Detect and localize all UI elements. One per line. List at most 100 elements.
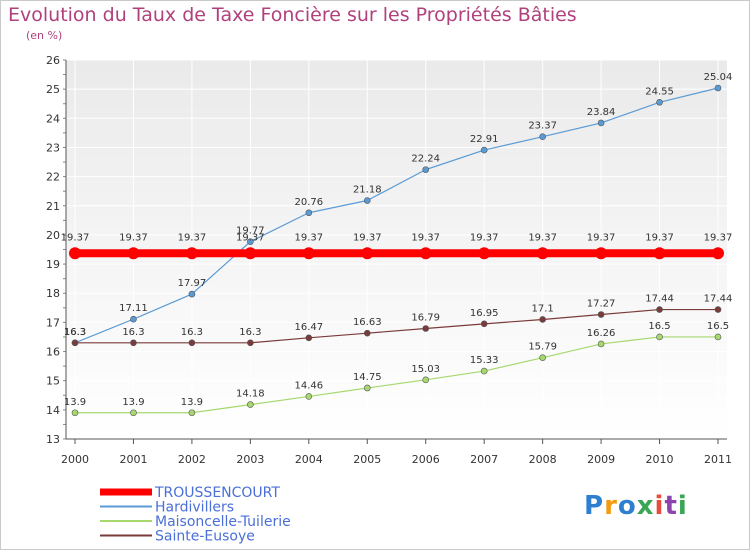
data-label: 16.3 — [122, 327, 144, 338]
logo-letter: i — [654, 491, 665, 521]
x-tick-label: 2010 — [646, 453, 674, 466]
data-point — [595, 247, 608, 260]
data-label: 16.26 — [587, 328, 616, 339]
legend: TROUSSENCOURTHardivillersMaisoncelle-Tui… — [100, 485, 291, 545]
data-point — [305, 393, 313, 400]
data-label: 19.37 — [178, 232, 207, 243]
data-point — [361, 247, 374, 260]
legend-label: Maisoncelle-Tuilerie — [155, 514, 291, 530]
data-point — [69, 247, 81, 260]
y-tick-label: 23 — [46, 141, 60, 154]
data-point — [478, 247, 491, 260]
chart-title: Evolution du Taux de Taxe Foncière sur l… — [8, 4, 577, 26]
data-label: 19.37 — [411, 232, 440, 243]
data-point — [244, 247, 257, 260]
series-line-hardivillers — [74, 87, 719, 344]
data-label: 17.44 — [704, 294, 733, 305]
data-point — [597, 340, 605, 348]
data-label: 19.37 — [587, 232, 616, 243]
x-tick-label: 2011 — [704, 453, 732, 466]
x-tick-label: 2005 — [353, 453, 381, 466]
y-tick-label: 26 — [46, 54, 60, 67]
legend-label: TROUSSENCOURT — [154, 485, 280, 501]
data-label: 16.3 — [239, 327, 261, 338]
data-label: 19.77 — [236, 226, 265, 237]
data-point — [714, 306, 722, 313]
y-tick-label: 24 — [46, 112, 60, 125]
data-label: 16.47 — [294, 322, 323, 333]
legend-label: Hardivillers — [155, 500, 234, 516]
data-point — [714, 84, 722, 92]
y-tick-label: 14 — [46, 404, 60, 417]
data-point — [422, 325, 430, 332]
data-point — [305, 334, 313, 342]
data-point — [71, 339, 79, 347]
chart-unit-label: (en %) — [26, 29, 63, 42]
data-point — [247, 401, 254, 408]
data-point — [363, 197, 371, 204]
data-point — [247, 238, 254, 245]
x-tick-label: 2004 — [295, 453, 323, 466]
data-point — [188, 409, 196, 417]
x-tick-label: 2009 — [587, 453, 615, 466]
data-label: 21.18 — [353, 185, 382, 196]
data-point — [419, 247, 432, 260]
data-point — [656, 98, 663, 106]
data-point — [130, 409, 137, 417]
data-label: 14.75 — [353, 372, 382, 383]
data-label: 19.37 — [528, 232, 557, 243]
data-point — [185, 247, 198, 260]
series-line-maisoncelle-tuilerie — [75, 336, 718, 414]
data-point — [539, 133, 546, 140]
legend-label: Sainte-Eusoye — [155, 529, 255, 545]
y-tick-label: 18 — [46, 287, 60, 300]
data-label: 15.79 — [528, 342, 557, 353]
data-label: 15.33 — [470, 355, 499, 366]
data-label: 16.3 — [64, 327, 86, 338]
data-label: 23.37 — [528, 121, 557, 132]
x-tick-label: 2002 — [178, 453, 206, 466]
data-point — [536, 247, 549, 260]
data-label: 17.97 — [178, 278, 207, 289]
data-point — [714, 333, 722, 341]
logo-letter: i — [677, 491, 688, 521]
data-label: 22.91 — [470, 134, 499, 145]
data-label: 16.79 — [411, 313, 440, 324]
data-point — [597, 311, 605, 318]
data-label: 13.9 — [64, 397, 86, 408]
data-point — [305, 209, 313, 217]
data-point — [422, 166, 430, 173]
data-label: 17.44 — [645, 294, 674, 305]
data-label: 19.37 — [645, 232, 674, 243]
data-point — [71, 409, 79, 417]
data-point — [363, 329, 371, 337]
data-label: 19.37 — [119, 232, 148, 243]
data-point — [188, 290, 196, 298]
data-point — [130, 339, 137, 347]
data-point — [130, 315, 137, 323]
series-group: 19.37 19.37 19.37 19.37 19.37 19.37 19.37 19.37… — [61, 72, 733, 417]
data-point — [363, 384, 371, 392]
data-label: 16.5 — [707, 321, 729, 332]
data-label: 23.84 — [587, 107, 616, 118]
x-tick-label: 2006 — [412, 453, 440, 466]
data-point — [712, 247, 724, 260]
x-tick-label: 2000 — [61, 453, 89, 466]
logo-letter: o — [617, 491, 637, 521]
data-point — [539, 316, 546, 323]
data-label: 19.37 — [470, 232, 499, 243]
data-label: 19.37 — [353, 232, 382, 243]
data-label: 19.37 — [294, 232, 323, 243]
data-point — [302, 247, 315, 260]
proxiti-logo: Proxiti — [584, 491, 688, 521]
x-tick-label: 2007 — [470, 453, 498, 466]
y-tick-label: 21 — [46, 200, 60, 213]
x-tick-label: 2003 — [236, 453, 264, 466]
y-tick-label: 19 — [46, 258, 60, 271]
y-tick-label: 16 — [46, 346, 60, 359]
data-label: 15.03 — [411, 364, 440, 375]
data-label: 13.9 — [122, 397, 144, 408]
logo-letter: P — [584, 491, 605, 521]
data-point — [653, 247, 666, 260]
data-point — [188, 339, 196, 347]
